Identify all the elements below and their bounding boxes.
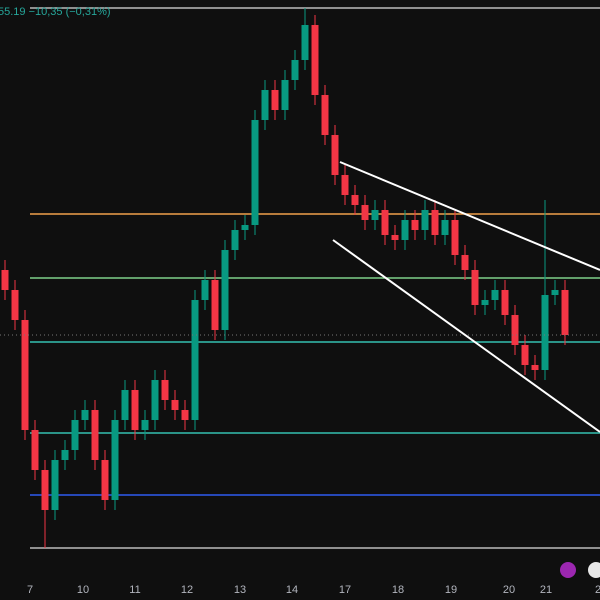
candle-body — [451, 220, 459, 255]
candle-body — [401, 220, 409, 240]
candle-body — [381, 210, 389, 235]
x-tick-label: 11 — [129, 584, 140, 596]
candle-body — [551, 290, 559, 295]
candle-body — [411, 220, 419, 230]
candle-body — [391, 235, 399, 240]
candle-body — [261, 90, 269, 120]
x-tick-label: 13 — [234, 584, 246, 596]
x-tick-label: 21 — [540, 584, 552, 596]
candle-body — [71, 420, 79, 450]
candle-body — [61, 450, 69, 460]
candle-body — [231, 230, 239, 250]
x-tick-label: 7 — [27, 584, 33, 596]
candle-body — [441, 220, 449, 235]
price-header: 55.19 −10,35 (−0,31%) — [0, 6, 111, 18]
candle-body — [161, 380, 169, 400]
candle-body — [331, 135, 339, 175]
candle-body — [151, 380, 159, 420]
candle-body — [191, 300, 199, 420]
x-tick-label: 14 — [286, 584, 298, 596]
x-tick-label: 17 — [339, 584, 351, 596]
candle-body — [281, 80, 289, 110]
x-tick-label: 12 — [181, 584, 193, 596]
candle-body — [521, 345, 529, 365]
x-tick-label: 18 — [392, 584, 404, 596]
candle-body — [31, 430, 39, 470]
candle-body — [301, 25, 309, 60]
candle-body — [11, 290, 19, 320]
candle-body — [511, 315, 519, 345]
candle-body — [561, 290, 569, 335]
candle-body — [211, 280, 219, 330]
candle-body — [341, 175, 349, 195]
candle-body — [121, 390, 129, 420]
candle-body — [131, 390, 139, 430]
candle-body — [141, 420, 149, 430]
candle-body — [361, 205, 369, 220]
candle-body — [321, 95, 329, 135]
candle-body — [171, 400, 179, 410]
candle-body — [21, 320, 29, 430]
candle-body — [251, 120, 259, 225]
candle-body — [201, 280, 209, 300]
candle-body — [241, 225, 249, 230]
candle-body — [111, 420, 119, 500]
candle-body — [541, 295, 549, 370]
flag-icon[interactable] — [588, 562, 600, 578]
indicator-icon[interactable] — [560, 562, 576, 578]
candle-body — [461, 255, 469, 270]
candle-body — [221, 250, 229, 330]
candle-body — [311, 25, 319, 95]
candle-body — [531, 365, 539, 370]
candle-body — [491, 290, 499, 300]
candle-body — [51, 460, 59, 510]
candle-body — [351, 195, 359, 205]
x-tick-label: 20 — [503, 584, 515, 596]
plot-area — [0, 7, 600, 549]
candle-body — [501, 290, 509, 315]
candle-body — [41, 470, 49, 510]
trend-line — [339, 161, 600, 271]
x-tick-label: 2 — [595, 584, 600, 596]
trend-line — [332, 239, 600, 433]
candle-body — [181, 410, 189, 420]
x-tick-label: 10 — [77, 584, 89, 596]
candle-body — [431, 210, 439, 235]
candle-body — [371, 210, 379, 220]
candle-body — [421, 210, 429, 230]
candle-body — [1, 270, 9, 290]
candle-body — [271, 90, 279, 110]
candle-body — [471, 270, 479, 305]
candle-body — [291, 60, 299, 80]
candle-body — [481, 300, 489, 305]
x-tick-label: 19 — [445, 584, 457, 596]
candle-body — [81, 410, 89, 420]
candle-body — [91, 410, 99, 460]
candle-body — [101, 460, 109, 500]
